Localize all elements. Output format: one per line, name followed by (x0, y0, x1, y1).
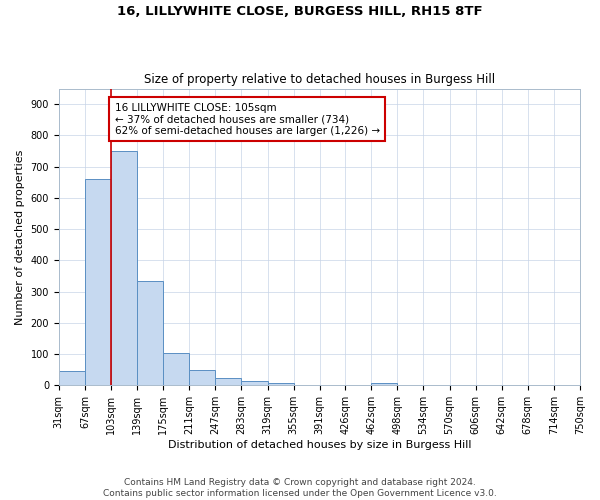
Bar (268, 383, 293, 386)
Y-axis label: Number of detached properties: Number of detached properties (15, 150, 25, 324)
Bar (215, 378, 241, 386)
Bar (111, 151, 137, 386)
Bar (163, 352, 189, 386)
Title: Size of property relative to detached houses in Burgess Hill: Size of property relative to detached ho… (144, 73, 495, 86)
X-axis label: Distribution of detached houses by size in Burgess Hill: Distribution of detached houses by size … (167, 440, 471, 450)
Bar (137, 280, 163, 386)
Text: 16, LILLYWHITE CLOSE, BURGESS HILL, RH15 8TF: 16, LILLYWHITE CLOSE, BURGESS HILL, RH15… (117, 5, 483, 18)
Bar (59, 370, 85, 386)
Text: Contains HM Land Registry data © Crown copyright and database right 2024.
Contai: Contains HM Land Registry data © Crown c… (103, 478, 497, 498)
Bar (371, 384, 397, 386)
Bar (85, 179, 111, 386)
Text: 16 LILLYWHITE CLOSE: 105sqm
← 37% of detached houses are smaller (734)
62% of se: 16 LILLYWHITE CLOSE: 105sqm ← 37% of det… (115, 102, 380, 136)
Bar (189, 370, 215, 386)
Bar (241, 381, 268, 386)
